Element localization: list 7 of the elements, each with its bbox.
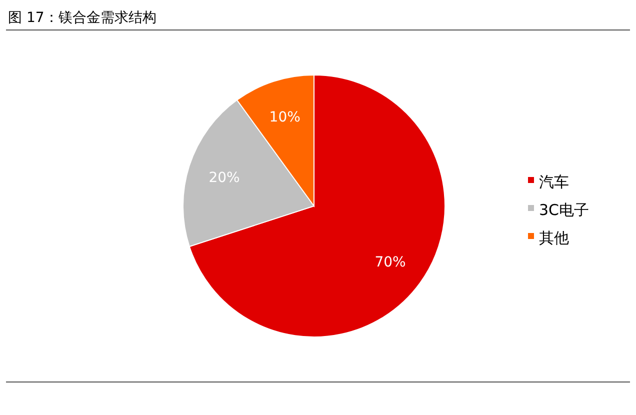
legend-label: 3C电子: [539, 201, 590, 219]
data-label: 70%: [374, 254, 406, 270]
legend-label: 其他: [539, 229, 569, 247]
legend-label: 汽车: [539, 173, 569, 191]
chart-title: 图 17：镁合金需求结构: [8, 10, 156, 26]
data-label: 10%: [269, 109, 300, 126]
data-label: 20%: [208, 170, 240, 186]
